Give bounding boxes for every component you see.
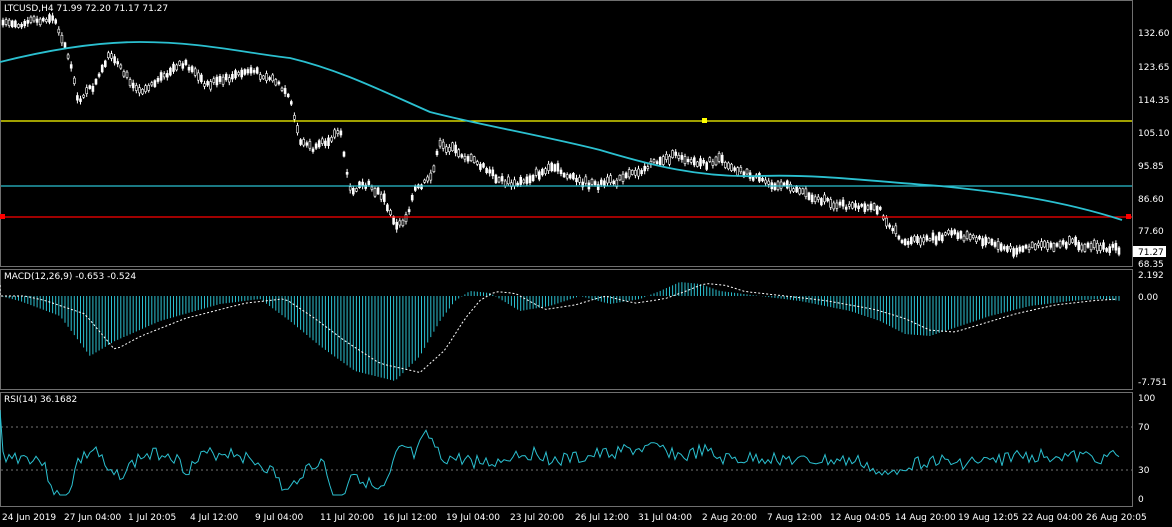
price-tick: 77.60 xyxy=(1138,227,1164,237)
rsi-panel-frame xyxy=(0,392,1133,507)
price-candles xyxy=(1,12,1121,259)
rsi-axis: 100 70 30 0 xyxy=(1138,394,1155,505)
time-tick: 26 Aug 20:05 xyxy=(1086,513,1147,523)
rsi-tick: 0 xyxy=(1138,495,1144,505)
price-tick: 105.10 xyxy=(1138,129,1170,139)
macd-tick: -7.751 xyxy=(1138,378,1167,388)
time-tick: 2 Aug 20:00 xyxy=(702,513,757,523)
macd-axis: 2.192 0.00 -7.751 xyxy=(1138,271,1167,388)
macd-panel-frame xyxy=(0,269,1133,390)
time-tick: 26 Jul 12:00 xyxy=(575,513,629,523)
price-tick: 123.65 xyxy=(1138,63,1170,73)
price-tick: 86.60 xyxy=(1138,195,1164,205)
price-tick: 68.35 xyxy=(1138,260,1164,270)
rsi-tick: 30 xyxy=(1138,466,1150,476)
time-tick: 24 Jun 2019 xyxy=(2,513,56,523)
time-tick: 16 Jul 12:00 xyxy=(383,513,437,523)
price-tick: 114.35 xyxy=(1138,96,1170,106)
time-tick: 1 Jul 20:05 xyxy=(128,513,176,523)
time-tick: 12 Aug 04:05 xyxy=(830,513,891,523)
time-tick: 7 Aug 12:00 xyxy=(767,513,822,523)
price-tick: 95.85 xyxy=(1138,162,1164,172)
current-price-label: 71.27 xyxy=(1138,248,1164,258)
price-tick: 132.60 xyxy=(1138,29,1170,39)
price-axis: 132.60 123.65 114.35 105.10 95.85 86.60 … xyxy=(1138,29,1170,270)
time-tick: 11 Jul 20:00 xyxy=(320,513,374,523)
rsi-label: RSI(14) 36.1682 xyxy=(4,395,77,405)
rsi-tick: 100 xyxy=(1138,394,1155,404)
time-axis: 24 Jun 2019 27 Jun 04:00 1 Jul 20:05 4 J… xyxy=(2,513,1147,523)
macd-label: MACD(12,26,9) -0.653 -0.524 xyxy=(4,272,136,282)
time-tick: 23 Jul 20:00 xyxy=(510,513,564,523)
rsi-indicator xyxy=(0,409,1132,496)
price-overlays xyxy=(0,41,1132,221)
symbol-info: LTCUSD,H4 71.99 72.20 71.17 71.27 xyxy=(4,4,168,14)
time-tick: 4 Jul 12:00 xyxy=(190,513,239,523)
macd-tick: 0.00 xyxy=(1138,293,1158,303)
macd-indicator xyxy=(0,282,1120,381)
time-tick: 19 Aug 12:05 xyxy=(958,513,1019,523)
rsi-tick: 70 xyxy=(1138,423,1150,433)
current-price-marker xyxy=(1133,246,1166,257)
time-tick: 22 Aug 04:00 xyxy=(1022,513,1083,523)
price-panel-frame xyxy=(0,0,1133,267)
time-tick: 27 Jun 04:00 xyxy=(64,513,121,523)
time-tick: 14 Aug 20:00 xyxy=(895,513,956,523)
time-tick: 19 Jul 04:00 xyxy=(446,513,500,523)
macd-tick: 2.192 xyxy=(1138,271,1164,281)
time-tick: 31 Jul 04:00 xyxy=(638,513,692,523)
time-tick: 9 Jul 04:00 xyxy=(255,513,304,523)
